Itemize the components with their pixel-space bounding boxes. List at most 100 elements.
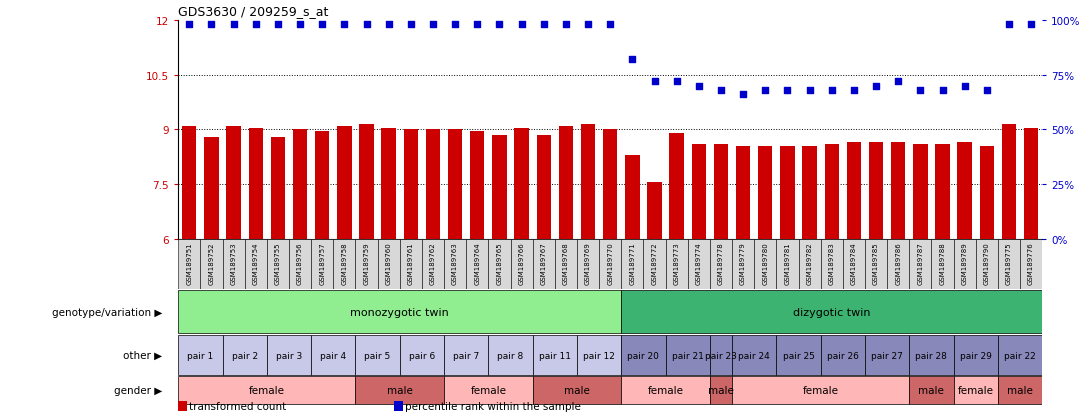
Bar: [422, 240, 444, 289]
Bar: [360, 125, 374, 240]
Text: pair 2: pair 2: [231, 351, 258, 360]
Bar: [532, 376, 621, 404]
Point: [602, 22, 619, 28]
Bar: [665, 240, 688, 289]
Bar: [311, 240, 334, 289]
Text: pair 4: pair 4: [320, 351, 347, 360]
Bar: [488, 240, 511, 289]
Bar: [577, 240, 599, 289]
Text: pair 27: pair 27: [872, 351, 903, 360]
Bar: [998, 376, 1042, 404]
Bar: [426, 130, 441, 240]
Text: female: female: [648, 385, 684, 395]
Bar: [444, 240, 467, 289]
Bar: [267, 240, 289, 289]
Bar: [444, 376, 532, 404]
Bar: [581, 125, 595, 240]
Text: pair 25: pair 25: [783, 351, 814, 360]
Point: [669, 78, 686, 85]
Text: GSM189774: GSM189774: [696, 242, 702, 285]
Bar: [467, 240, 488, 289]
Bar: [178, 376, 355, 404]
Text: male: male: [708, 385, 734, 395]
Bar: [998, 240, 1020, 289]
Point: [402, 22, 419, 28]
Text: GSM189752: GSM189752: [208, 242, 215, 285]
Bar: [492, 135, 507, 240]
Text: pair 29: pair 29: [960, 351, 991, 360]
Text: GSM189751: GSM189751: [186, 242, 192, 285]
Bar: [337, 126, 352, 240]
Point: [225, 22, 242, 28]
Bar: [603, 130, 618, 240]
Bar: [334, 240, 355, 289]
Point: [535, 22, 552, 28]
Point: [336, 22, 353, 28]
Bar: [714, 145, 728, 240]
Text: male: male: [564, 385, 590, 395]
Bar: [400, 240, 422, 289]
Text: GSM189782: GSM189782: [807, 242, 812, 285]
Point: [269, 22, 286, 28]
Bar: [178, 335, 222, 375]
Text: GSM189776: GSM189776: [1028, 242, 1035, 285]
Bar: [909, 335, 954, 375]
Point: [446, 22, 463, 28]
Bar: [954, 240, 975, 289]
Bar: [183, 126, 197, 240]
Bar: [732, 240, 754, 289]
Bar: [909, 376, 954, 404]
Bar: [821, 240, 842, 289]
Bar: [222, 335, 267, 375]
Bar: [958, 143, 972, 240]
Text: transformed count: transformed count: [189, 401, 286, 411]
Point: [1000, 22, 1017, 28]
Bar: [644, 240, 665, 289]
Point: [624, 57, 642, 63]
Bar: [758, 147, 772, 240]
Bar: [621, 290, 1042, 334]
Text: pair 24: pair 24: [739, 351, 770, 360]
Bar: [665, 335, 710, 375]
Text: GSM189784: GSM189784: [851, 242, 856, 285]
Bar: [289, 240, 311, 289]
Point: [490, 22, 508, 28]
Text: GSM189780: GSM189780: [762, 242, 768, 285]
Bar: [621, 376, 710, 404]
Bar: [691, 145, 706, 240]
Bar: [887, 240, 909, 289]
Bar: [647, 183, 662, 240]
Bar: [558, 126, 573, 240]
Text: genotype/variation ▶: genotype/variation ▶: [52, 307, 162, 317]
Text: GSM189760: GSM189760: [386, 242, 392, 285]
Text: pair 5: pair 5: [364, 351, 391, 360]
Point: [823, 88, 840, 94]
Bar: [842, 240, 865, 289]
Bar: [710, 240, 732, 289]
Bar: [780, 147, 795, 240]
Point: [247, 22, 265, 28]
Point: [424, 22, 442, 28]
Text: GSM189757: GSM189757: [320, 242, 325, 285]
Text: dizygotic twin: dizygotic twin: [793, 307, 870, 317]
Bar: [865, 240, 887, 289]
Bar: [537, 135, 551, 240]
Bar: [975, 240, 998, 289]
Bar: [245, 240, 267, 289]
Text: GSM189790: GSM189790: [984, 242, 989, 285]
Bar: [404, 130, 418, 240]
Text: GSM189755: GSM189755: [275, 242, 281, 285]
Point: [978, 88, 996, 94]
Bar: [732, 376, 909, 404]
Bar: [555, 240, 577, 289]
Text: GSM189772: GSM189772: [651, 242, 658, 285]
Bar: [378, 240, 400, 289]
Text: percentile rank within the sample: percentile rank within the sample: [405, 401, 581, 411]
Bar: [355, 376, 444, 404]
Text: pair 3: pair 3: [275, 351, 302, 360]
Point: [513, 22, 530, 28]
Bar: [271, 138, 285, 240]
Bar: [577, 335, 621, 375]
Bar: [821, 335, 865, 375]
Bar: [315, 132, 329, 240]
